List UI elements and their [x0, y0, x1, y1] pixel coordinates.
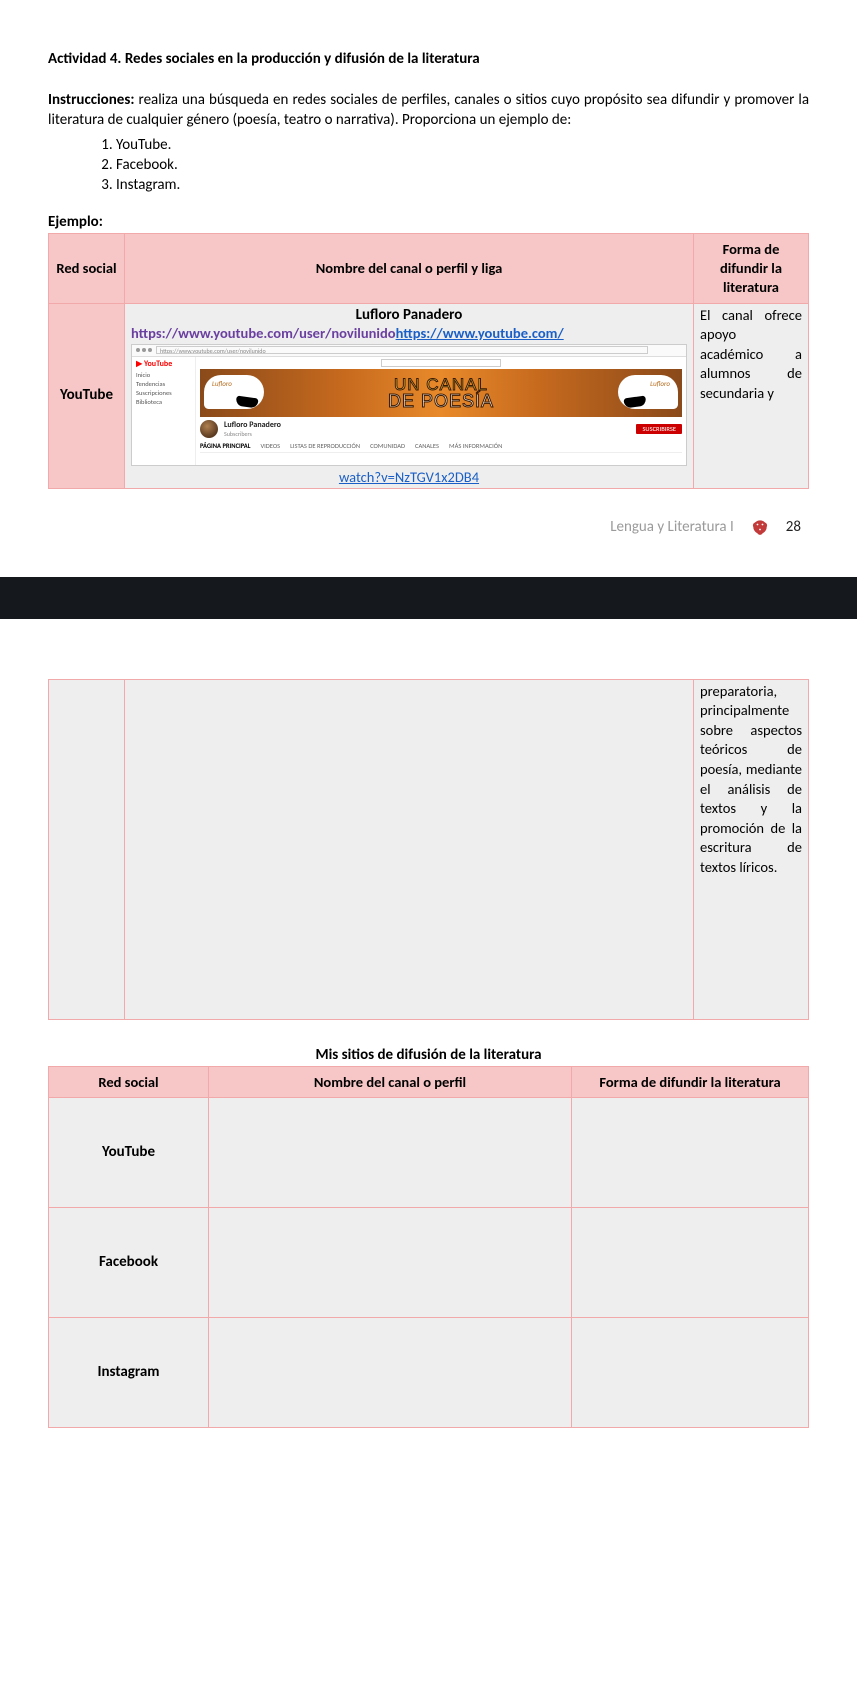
youtube-search [381, 359, 501, 367]
ejemplo-label: Ejemplo: [48, 213, 809, 231]
instructions-label: Instrucciones: [48, 91, 134, 109]
mis-row-youtube: YouTube [49, 1097, 209, 1207]
mis-row-instagram: Instagram [49, 1317, 209, 1427]
channel-name: Lufloro Panadero [224, 420, 281, 430]
mis-sitios-title: Mis sitios de difusión de la literatura [48, 1046, 809, 1064]
address-bar: https://www.youtube.com/user/novilunido [156, 346, 648, 354]
mis-facebook-forma[interactable] [572, 1207, 809, 1317]
banner-line2: DE POESÍA [388, 392, 494, 410]
mis-row-facebook: Facebook [49, 1207, 209, 1317]
mis-th-nombre: Nombre del canal o perfil [209, 1066, 572, 1097]
instructions-text: realiza una búsqueda en redes sociales d… [48, 91, 809, 129]
th-forma: Forma de difundir la literatura [694, 234, 809, 304]
channel-avatar [200, 420, 218, 438]
channel-title: Lufloro Panadero [125, 304, 693, 324]
channel-banner: Lufloro Lufloro UN CANAL DE POESÍA [200, 369, 682, 417]
mis-th-forma: Forma de difundir la literatura [572, 1066, 809, 1097]
channel-tabs: PÁGINA PRINCIPAL VIDEOS LISTAS DE REPROD… [200, 441, 682, 453]
row-youtube-label: YouTube [49, 303, 125, 488]
mis-instagram-nombre[interactable] [209, 1317, 572, 1427]
cont-cell-left [49, 679, 125, 1019]
youtube-sidebar: ▶ YouTube Inicio Tendencias Suscripcione… [132, 357, 196, 465]
mis-th-red: Red social [49, 1066, 209, 1097]
browser-url-bar: https://www.youtube.com/user/novilunido [132, 345, 686, 357]
mis-youtube-nombre[interactable] [209, 1097, 572, 1207]
activity-title: Actividad 4. Redes sociales en la produc… [48, 50, 809, 68]
youtube-screenshot: https://www.youtube.com/user/novilunido … [131, 344, 687, 466]
example-table-continued: preparatoria, principalmente sobre aspec… [48, 679, 809, 1020]
channel-links: https://www.youtube.com/user/novilunidoh… [125, 324, 693, 344]
youtube-logo: ▶ YouTube [136, 359, 191, 369]
course-name: Lengua y Literatura I [610, 518, 734, 536]
cont-cell-desc: preparatoria, principalmente sobre aspec… [694, 679, 809, 1019]
instructions: Instrucciones: realiza una búsqueda en r… [48, 90, 809, 131]
watch-link-row: watch?v=NzTGV1x2DB4 [125, 466, 693, 488]
page-footer: Lengua y Literatura I 28 [48, 517, 809, 537]
mis-instagram-forma[interactable] [572, 1317, 809, 1427]
th-nombre: Nombre del canal o perfil y liga [125, 234, 694, 304]
th-red-social: Red social [49, 234, 125, 304]
platform-item: YouTube. [116, 135, 809, 155]
page-divider [0, 577, 857, 619]
row-youtube-desc: El canal ofrece apoyo académico a alumno… [694, 303, 809, 488]
footer-logo-icon [750, 517, 770, 537]
watch-link[interactable]: watch?v=NzTGV1x2DB4 [339, 468, 479, 486]
channel-url-visited[interactable]: https://www.youtube.com/user/novilunido [131, 324, 396, 342]
subscribe-button: SUSCRIBIRSE [636, 424, 682, 434]
subscriber-count: Subscribers [224, 430, 281, 438]
mis-facebook-nombre[interactable] [209, 1207, 572, 1317]
platform-item: Facebook. [116, 155, 809, 175]
page-number: 28 [786, 518, 801, 536]
mis-sitios-table: Red social Nombre del canal o perfil For… [48, 1066, 809, 1428]
example-table: Red social Nombre del canal o perfil y l… [48, 233, 809, 489]
platform-item: Instagram. [116, 175, 809, 195]
cont-cell-mid [125, 679, 694, 1019]
platform-list: YouTube. Facebook. Instagram. [48, 135, 809, 196]
youtube-main: Lufloro Lufloro UN CANAL DE POESÍA Luflo… [196, 357, 686, 465]
mis-youtube-forma[interactable] [572, 1097, 809, 1207]
channel-url[interactable]: https://www.youtube.com/ [396, 324, 564, 342]
row-youtube-content: Lufloro Panadero https://www.youtube.com… [125, 303, 694, 488]
